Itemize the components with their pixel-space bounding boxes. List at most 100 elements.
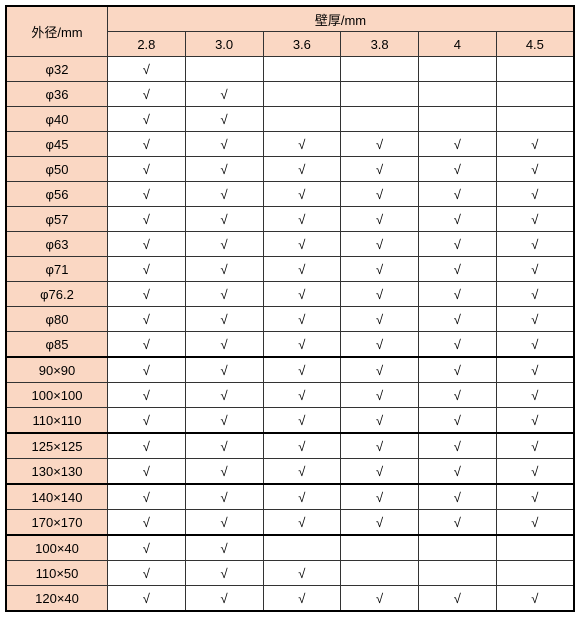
cell: √	[341, 383, 419, 408]
cell: √	[108, 282, 186, 307]
cell: √	[419, 510, 497, 536]
table-row: 100×100√√√√√√	[6, 383, 574, 408]
col-header: 3.8	[341, 32, 419, 57]
cell	[419, 561, 497, 586]
cell: √	[108, 307, 186, 332]
cell: √	[263, 257, 341, 282]
cell: √	[419, 182, 497, 207]
cell: √	[341, 357, 419, 383]
cell: √	[496, 459, 574, 485]
cell: √	[263, 433, 341, 459]
table-row: φ63√√√√√√	[6, 232, 574, 257]
cell: √	[108, 57, 186, 82]
cell: √	[341, 484, 419, 510]
cell	[496, 535, 574, 561]
cell: √	[419, 132, 497, 157]
cell	[341, 57, 419, 82]
cell: √	[263, 357, 341, 383]
cell: √	[185, 332, 263, 358]
cell: √	[263, 484, 341, 510]
cell: √	[108, 433, 186, 459]
cell: √	[108, 182, 186, 207]
cell: √	[185, 535, 263, 561]
table-row: 170×170√√√√√√	[6, 510, 574, 536]
table-row: 100×40√√	[6, 535, 574, 561]
cell: √	[185, 207, 263, 232]
cell: √	[263, 408, 341, 434]
table-row: φ45√√√√√√	[6, 132, 574, 157]
table-row: φ76.2√√√√√√	[6, 282, 574, 307]
cell: √	[341, 459, 419, 485]
cell: √	[108, 207, 186, 232]
cell	[341, 82, 419, 107]
table-body: φ32√φ36√√φ40√√φ45√√√√√√φ50√√√√√√φ56√√√√√…	[6, 57, 574, 612]
table-row: φ56√√√√√√	[6, 182, 574, 207]
cell: √	[263, 383, 341, 408]
cell: √	[263, 332, 341, 358]
table-row: φ71√√√√√√	[6, 257, 574, 282]
row-label: φ56	[6, 182, 108, 207]
row-label: φ45	[6, 132, 108, 157]
table-row: 110×110√√√√√√	[6, 408, 574, 434]
row-label: φ85	[6, 332, 108, 358]
cell	[496, 82, 574, 107]
cell: √	[108, 459, 186, 485]
cell: √	[108, 132, 186, 157]
row-label: φ36	[6, 82, 108, 107]
cell: √	[185, 408, 263, 434]
cell: √	[263, 207, 341, 232]
cell	[341, 107, 419, 132]
cell: √	[419, 232, 497, 257]
cell: √	[341, 510, 419, 536]
col-header: 4	[419, 32, 497, 57]
cell: √	[419, 408, 497, 434]
cell: √	[108, 257, 186, 282]
cell: √	[341, 282, 419, 307]
cell: √	[496, 207, 574, 232]
cell: √	[185, 82, 263, 107]
cell: √	[341, 257, 419, 282]
cell: √	[185, 132, 263, 157]
row-label: φ80	[6, 307, 108, 332]
cell: √	[108, 586, 186, 612]
cell: √	[185, 586, 263, 612]
cell: √	[419, 157, 497, 182]
col-header: 3.0	[185, 32, 263, 57]
cell: √	[419, 207, 497, 232]
cell: √	[185, 157, 263, 182]
cell: √	[185, 459, 263, 485]
cell: √	[185, 282, 263, 307]
table-row: 110×50√√√	[6, 561, 574, 586]
group-header-label: 壁厚/mm	[108, 6, 575, 32]
row-label: 140×140	[6, 484, 108, 510]
row-label: 100×100	[6, 383, 108, 408]
cell: √	[185, 307, 263, 332]
cell: √	[185, 182, 263, 207]
cell: √	[496, 484, 574, 510]
cell	[419, 107, 497, 132]
table-row: 90×90√√√√√√	[6, 357, 574, 383]
cell	[496, 561, 574, 586]
cell: √	[496, 433, 574, 459]
cell: √	[185, 433, 263, 459]
row-label: φ71	[6, 257, 108, 282]
cell	[419, 82, 497, 107]
cell	[263, 535, 341, 561]
table-row: φ80√√√√√√	[6, 307, 574, 332]
table-row: 140×140√√√√√√	[6, 484, 574, 510]
cell	[341, 561, 419, 586]
cell: √	[185, 257, 263, 282]
cell: √	[496, 383, 574, 408]
cell: √	[263, 459, 341, 485]
cell: √	[496, 332, 574, 358]
cell: √	[496, 232, 574, 257]
cell	[263, 82, 341, 107]
table-row: 125×125√√√√√√	[6, 433, 574, 459]
cell: √	[185, 561, 263, 586]
cell: √	[341, 207, 419, 232]
cell: √	[108, 535, 186, 561]
cell: √	[185, 510, 263, 536]
row-label: 125×125	[6, 433, 108, 459]
cell: √	[108, 82, 186, 107]
row-label: 110×110	[6, 408, 108, 434]
